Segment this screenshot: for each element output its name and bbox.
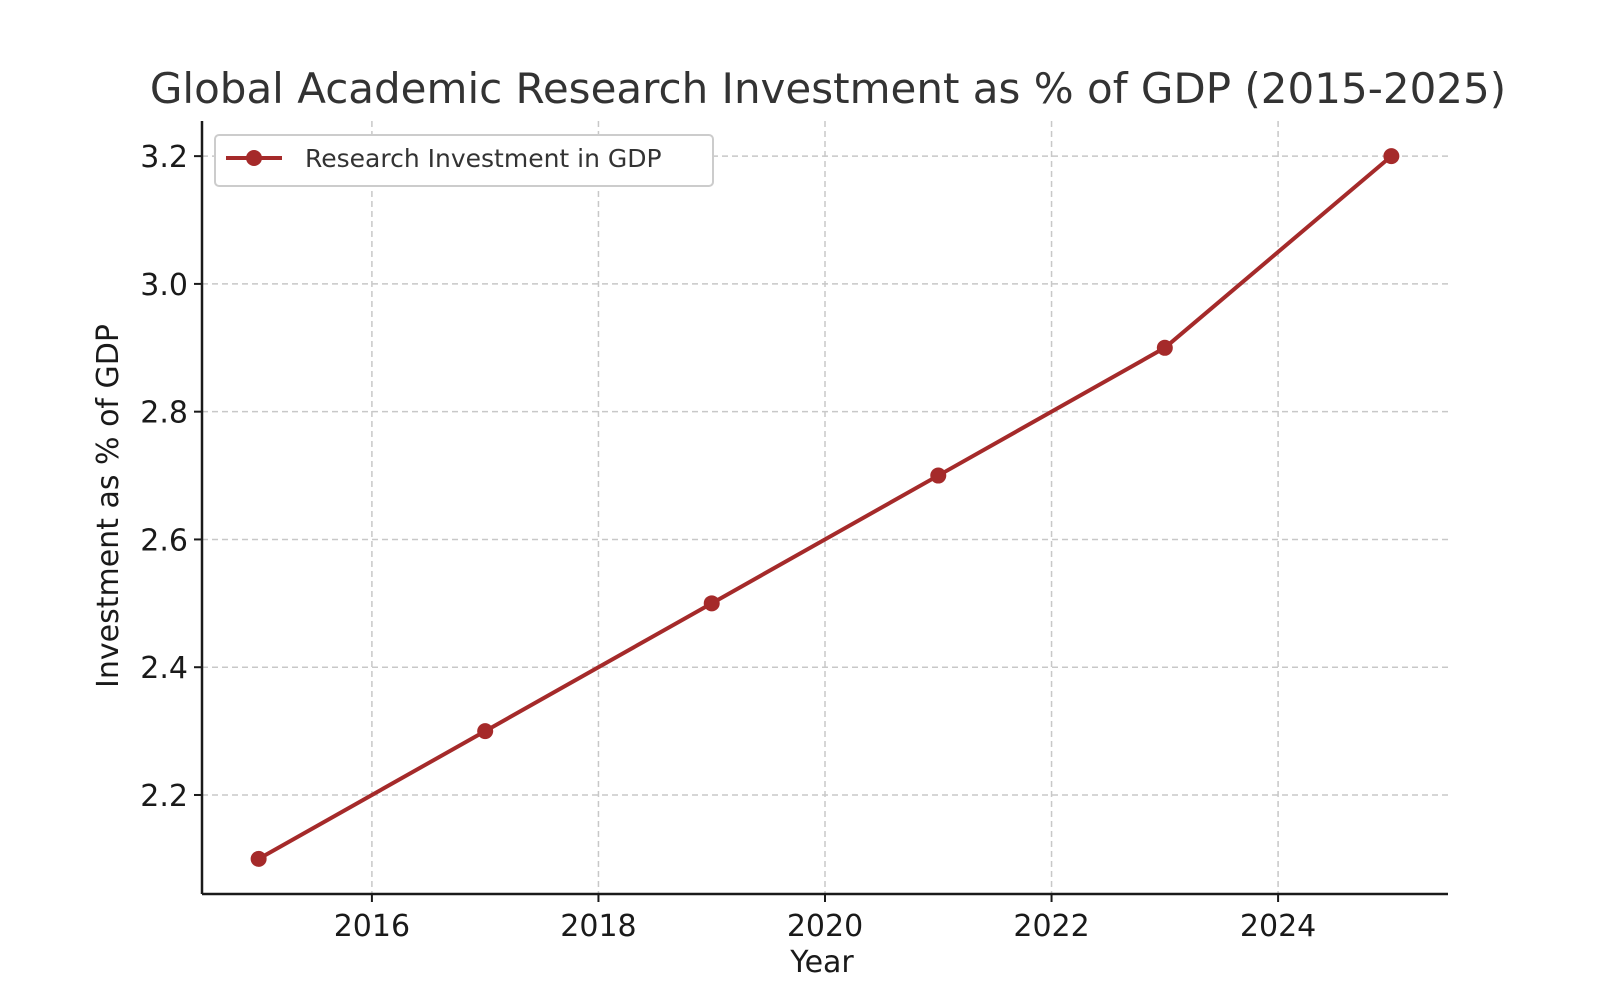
x-tick-label: 2020 bbox=[787, 909, 863, 944]
y-tick-label: 2.6 bbox=[140, 523, 188, 558]
legend-box bbox=[214, 134, 714, 187]
y-tick-label: 2.8 bbox=[140, 396, 188, 431]
x-axis-label: Year bbox=[789, 945, 854, 980]
data-point bbox=[477, 723, 494, 740]
legend-marker-icon bbox=[246, 150, 262, 166]
data-series bbox=[250, 148, 1400, 867]
data-point bbox=[1383, 148, 1400, 165]
x-tick-label: 2024 bbox=[1240, 909, 1316, 944]
x-tick-label: 2022 bbox=[1013, 909, 1089, 944]
series-line bbox=[256, 154, 1394, 861]
data-point bbox=[703, 595, 720, 612]
x-tick-label: 2018 bbox=[560, 909, 636, 944]
grid-lines bbox=[202, 121, 1448, 894]
axes bbox=[194, 121, 1448, 902]
data-point bbox=[1156, 339, 1173, 356]
tick-labels: 2016 2018 2020 2022 2024 2.2 2.4 2.6 2.8 3.0 3.2 bbox=[140, 140, 1316, 944]
chart-title: Global Academic Research Investment as %… bbox=[150, 64, 1506, 113]
legend: Research Investment in GDP bbox=[214, 134, 714, 187]
y-tick-label: 3.2 bbox=[140, 140, 188, 175]
data-point bbox=[250, 850, 267, 867]
legend-label: Research Investment in GDP bbox=[305, 144, 662, 173]
data-point bbox=[930, 467, 947, 484]
y-tick-label: 3.0 bbox=[140, 268, 188, 303]
x-tick-label: 2016 bbox=[334, 909, 410, 944]
y-tick-label: 2.4 bbox=[140, 651, 188, 686]
y-tick-label: 2.2 bbox=[140, 779, 188, 814]
y-axis-label: Investment as % of GDP bbox=[91, 324, 126, 688]
